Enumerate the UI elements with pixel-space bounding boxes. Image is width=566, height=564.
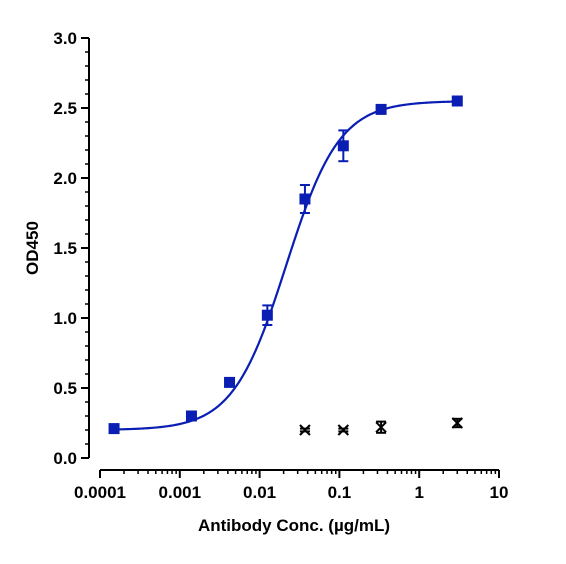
x-tick-label: 1 [414,483,423,502]
y-tick-label: 0.0 [53,449,77,468]
x-tick-label: 0.01 [243,483,276,502]
data-point-square [451,95,463,107]
axes [81,37,500,478]
fit-curve-line [114,100,458,431]
data-point-x [375,421,387,433]
data-point-x [299,424,311,436]
y-tick-label: 2.0 [53,169,77,188]
x-tick-label: 0.1 [328,483,352,502]
y-tick-label: 1.5 [53,239,77,258]
data-point-square [299,193,311,205]
x-tick-label: 10 [490,483,509,502]
data-point-square [185,410,197,422]
data-point-square [224,376,236,388]
data-point-square [108,423,120,435]
data-point-square [375,103,387,115]
x-marker-stroke [299,424,311,436]
x-marker-stroke [451,417,463,429]
data-point-x [337,424,350,436]
data-marks [108,95,463,436]
data-point-x [451,417,463,429]
data-point-square [337,140,349,152]
y-axis-title: OD450 [23,221,42,275]
data-point-square [261,309,273,321]
y-tick-label: 1.0 [53,309,77,328]
y-tick-label: 3.0 [53,29,77,48]
x-tick-label: 0.0001 [74,483,126,502]
x-axis-title: Antibody Conc. (µg/mL) [198,516,390,535]
y-tick-label: 2.5 [53,99,77,118]
y-tick-label: 0.5 [53,379,77,398]
x-tick-label: 0.001 [159,483,202,502]
x-marker-stroke [337,424,350,436]
tick-labels: 0.0 0.5 1.0 1.5 2.0 2.5 3.0 0.0001 0.001 0.01 0.1 1… [53,29,508,502]
x-marker-stroke [375,421,387,433]
